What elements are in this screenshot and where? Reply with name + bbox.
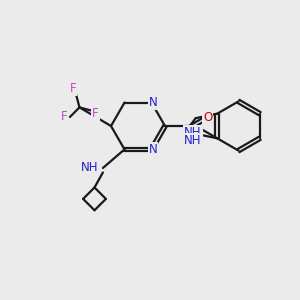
Text: NH: NH — [81, 161, 98, 174]
Text: F: F — [61, 110, 67, 123]
Text: NH: NH — [184, 134, 201, 147]
Text: N: N — [148, 143, 158, 156]
Text: F: F — [92, 107, 99, 120]
Text: NH: NH — [184, 125, 202, 139]
Text: F: F — [70, 82, 76, 95]
Text: N: N — [148, 96, 158, 109]
Text: O: O — [203, 111, 212, 124]
